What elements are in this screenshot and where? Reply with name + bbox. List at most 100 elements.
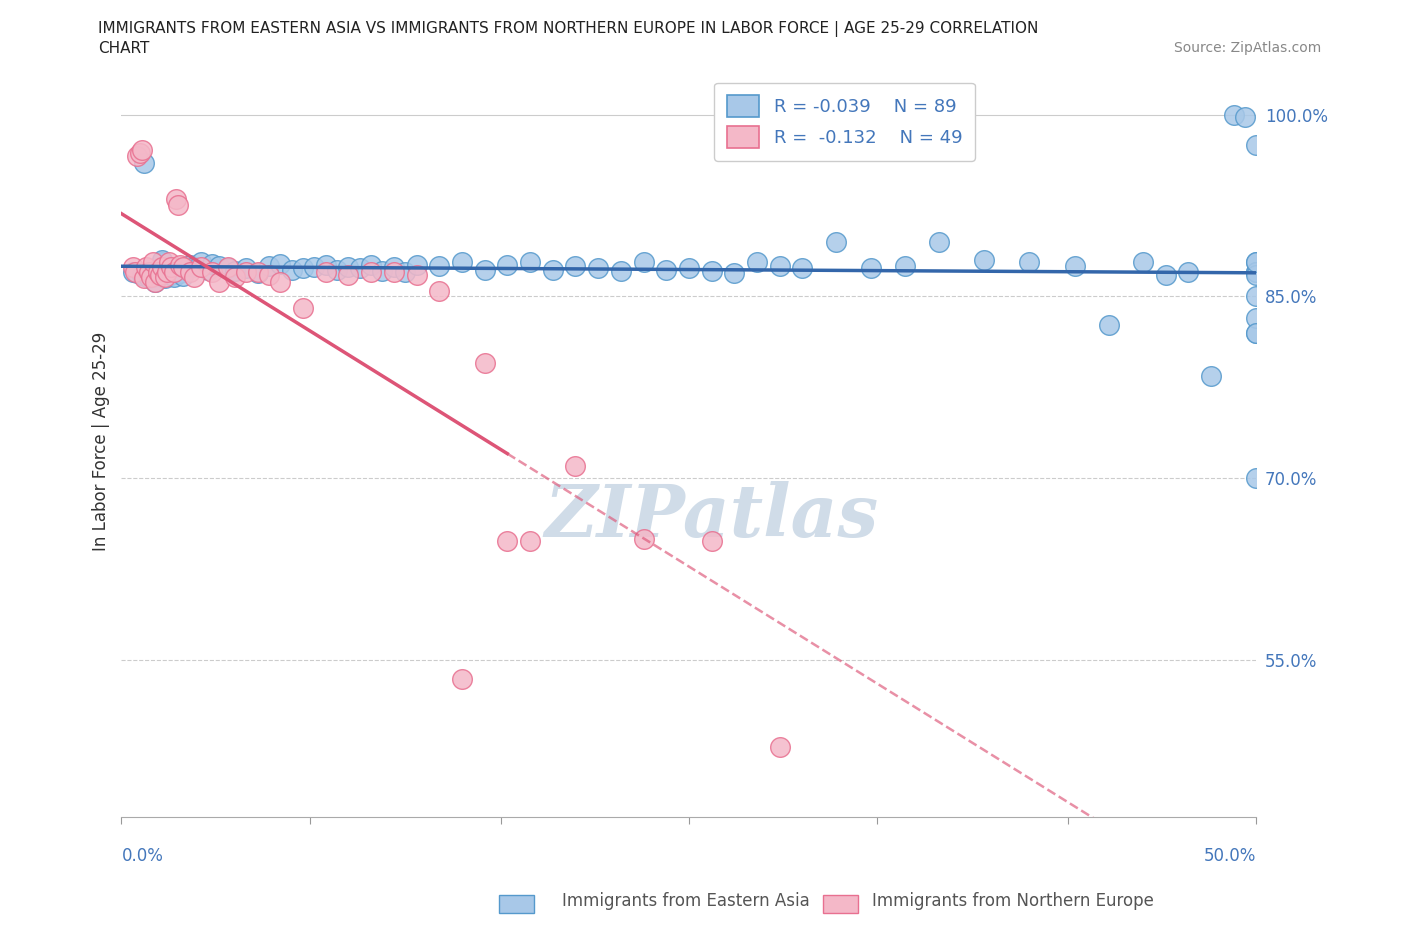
Text: 50.0%: 50.0%: [1204, 847, 1257, 865]
Point: [1132, 255, 1154, 270]
Point: [190, 255, 212, 270]
Point: [610, 263, 633, 278]
Point: [183, 270, 205, 285]
Point: [451, 255, 474, 270]
Point: [723, 266, 745, 281]
Point: [156, 265, 179, 280]
Point: [179, 265, 201, 280]
Point: [1063, 259, 1085, 273]
Text: Immigrants from Northern Europe: Immigrants from Northern Europe: [872, 892, 1153, 910]
Point: [246, 266, 269, 281]
Point: [474, 355, 496, 370]
Point: [928, 234, 950, 249]
Point: [1246, 326, 1268, 340]
Point: [1246, 265, 1268, 280]
Point: [127, 266, 149, 281]
Point: [197, 262, 219, 277]
Point: [190, 259, 212, 274]
Point: [1246, 267, 1268, 282]
Text: 0.0%: 0.0%: [121, 847, 163, 865]
Point: [825, 234, 848, 249]
Point: [1246, 255, 1268, 270]
Point: [1177, 265, 1199, 280]
Point: [1018, 255, 1040, 270]
Point: [360, 265, 382, 280]
Point: [700, 263, 723, 278]
Point: [163, 270, 186, 285]
Point: [1246, 471, 1268, 485]
Point: [474, 262, 496, 277]
Point: [326, 262, 349, 277]
Point: [150, 253, 173, 268]
Point: [292, 261, 315, 276]
Point: [769, 259, 792, 273]
Text: Immigrants from Eastern Asia: Immigrants from Eastern Asia: [562, 892, 810, 910]
Point: [134, 271, 156, 286]
Point: [427, 259, 450, 273]
Point: [224, 263, 246, 278]
Point: [257, 267, 280, 282]
Point: [201, 265, 224, 280]
Point: [564, 259, 586, 273]
Point: [519, 255, 541, 270]
Point: [769, 739, 792, 754]
Point: [142, 255, 165, 270]
Point: [269, 256, 291, 271]
Point: [157, 265, 180, 280]
Point: [160, 267, 183, 282]
Point: [134, 155, 156, 170]
Point: [337, 259, 360, 274]
Point: [150, 255, 173, 270]
Point: [1098, 318, 1121, 333]
Point: [145, 274, 167, 289]
Text: ZIPatlas: ZIPatlas: [544, 482, 879, 552]
Point: [139, 267, 162, 282]
Point: [131, 142, 153, 157]
Point: [700, 534, 723, 549]
Point: [149, 267, 172, 282]
Point: [586, 261, 609, 276]
Point: [349, 261, 371, 276]
Point: [246, 265, 269, 280]
Point: [139, 270, 162, 285]
Point: [1246, 255, 1268, 270]
Point: [541, 262, 564, 277]
Point: [139, 265, 162, 280]
Legend: R = -0.039    N = 89, R =  -0.132    N = 49: R = -0.039 N = 89, R = -0.132 N = 49: [714, 83, 974, 161]
Point: [678, 261, 700, 276]
Point: [121, 265, 143, 280]
Point: [235, 261, 257, 276]
Point: [131, 267, 153, 282]
Y-axis label: In Labor Force | Age 25-29: In Labor Force | Age 25-29: [93, 332, 110, 551]
Point: [633, 531, 655, 546]
Point: [183, 259, 205, 274]
Point: [315, 265, 337, 280]
Point: [217, 261, 239, 276]
Point: [360, 258, 382, 272]
Point: [172, 259, 194, 274]
Point: [1246, 289, 1268, 304]
Point: [394, 265, 416, 280]
Point: [633, 255, 655, 270]
Point: [451, 671, 474, 686]
Text: Source: ZipAtlas.com: Source: ZipAtlas.com: [1174, 41, 1322, 55]
Point: [405, 267, 427, 282]
Point: [257, 259, 280, 273]
Point: [371, 263, 394, 278]
Point: [217, 259, 239, 274]
Point: [496, 534, 519, 549]
Point: [304, 259, 326, 274]
Point: [153, 270, 176, 285]
Point: [1246, 311, 1268, 325]
Point: [1154, 267, 1177, 282]
Point: [792, 261, 814, 276]
Text: CHART: CHART: [98, 41, 150, 56]
Point: [893, 259, 915, 273]
Point: [128, 146, 150, 161]
Point: [169, 258, 191, 272]
Point: [153, 271, 176, 286]
Point: [146, 265, 169, 280]
Point: [1199, 369, 1222, 384]
Point: [224, 270, 246, 285]
Point: [745, 255, 768, 270]
